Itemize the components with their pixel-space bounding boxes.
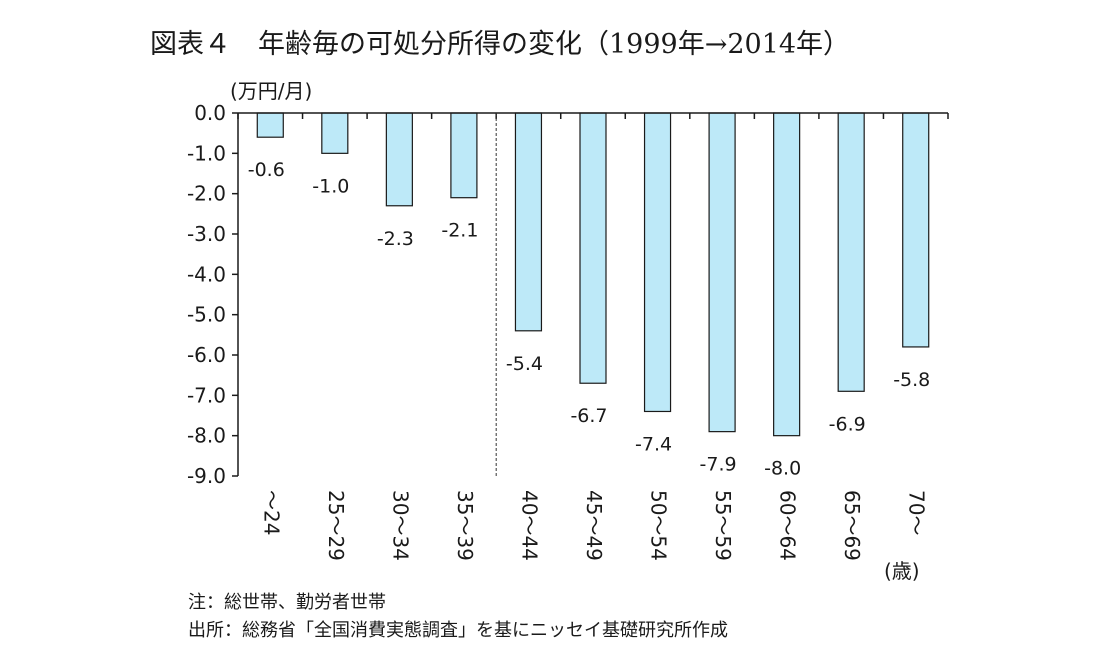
- x-tick-label: 65～69: [840, 490, 864, 561]
- x-tick-label: 40～44: [517, 490, 541, 561]
- x-tick-label: 70～: [905, 490, 929, 535]
- y-tick-label: -6.0: [187, 343, 226, 367]
- bar: [321, 112, 349, 154]
- note-text: 注：総世帯、勤労者世帯: [188, 592, 386, 613]
- bar: [902, 112, 930, 348]
- y-axis-unit-label: (万円/月): [230, 79, 312, 103]
- y-tick-label: -1.0: [187, 141, 226, 165]
- y-axis-ticks: 0.0 -1.0 -2.0 -3.0 -4.0 -5.0 -6.0 -7.0 -8.0 -9.0: [187, 101, 238, 488]
- data-labels: -0.6 -1.0 -2.3 -2.1 -5.4 -6.7 -7.4 -7.9 -8.0 -6.9…: [248, 159, 931, 479]
- data-label: -1.0: [312, 175, 349, 197]
- x-tick-label: 50～54: [647, 490, 671, 561]
- x-tick-label: ～24: [259, 490, 283, 535]
- data-label: -6.9: [829, 413, 866, 435]
- data-label: -6.7: [570, 405, 607, 427]
- x-axis-unit-label: (歳): [884, 559, 920, 583]
- y-tick-label: -3.0: [187, 222, 226, 246]
- y-tick-label: -2.0: [187, 182, 226, 206]
- data-label: -8.0: [764, 458, 801, 480]
- y-tick-label: 0.0: [194, 101, 226, 125]
- y-tick-label: -8.0: [187, 424, 226, 448]
- y-tick-label: -5.0: [187, 303, 226, 327]
- data-label: -5.4: [506, 353, 543, 375]
- data-label: -0.6: [248, 159, 285, 181]
- bar: [450, 112, 478, 199]
- y-tick-label: -9.0: [187, 464, 226, 488]
- bar: [514, 112, 543, 332]
- bar: [385, 112, 413, 207]
- bar: [773, 112, 801, 437]
- x-tick-label: 60～64: [776, 490, 800, 561]
- x-tick-label: 30～34: [388, 490, 412, 561]
- bar: [708, 112, 736, 433]
- y-tick-label: -7.0: [187, 383, 226, 407]
- x-tick-label: 25～29: [324, 490, 348, 561]
- x-tick-label: 55～59: [711, 490, 735, 561]
- data-label: -2.3: [377, 228, 414, 250]
- source-text: 出所：総務省「全国消費実態調査」を基にニッセイ基礎研究所作成: [188, 620, 728, 641]
- bar: [837, 112, 865, 392]
- data-label: -7.9: [700, 454, 737, 476]
- bar: [643, 112, 672, 413]
- data-label: -2.1: [441, 220, 478, 242]
- x-tick-label: 35～39: [453, 490, 477, 561]
- y-tick-label: -4.0: [187, 262, 226, 286]
- bar: [256, 112, 284, 138]
- data-label: -7.4: [635, 433, 672, 455]
- x-axis-ticks: ～24 25～29 30～34 35～39 40～44 45～49 50～54 55～59 60…: [237, 113, 949, 561]
- bar: [579, 112, 607, 384]
- chart-title: 図表４ 年齢毎の可処分所得の変化（1999年→2014年）: [150, 29, 851, 60]
- data-label: -5.8: [893, 369, 930, 391]
- bar-series: [256, 112, 930, 437]
- x-tick-label: 45～49: [582, 490, 606, 561]
